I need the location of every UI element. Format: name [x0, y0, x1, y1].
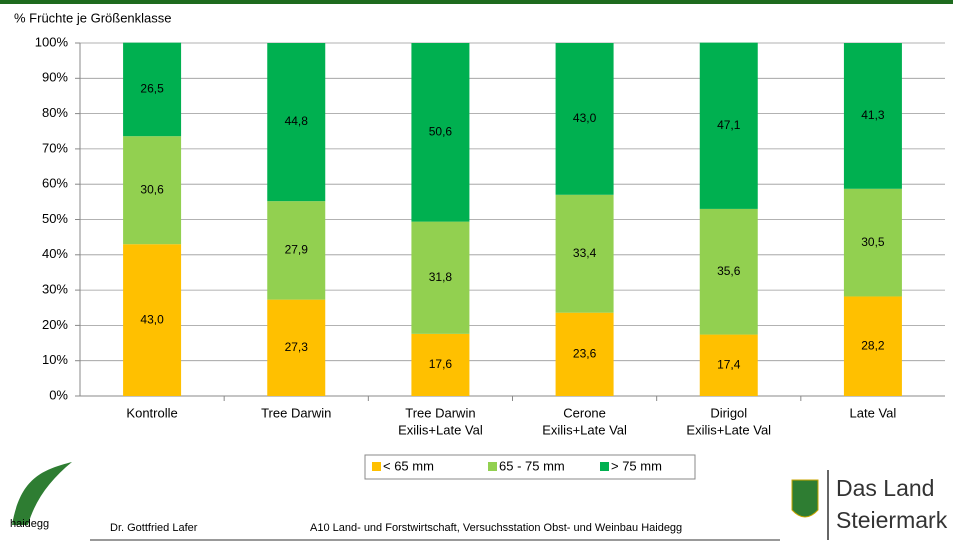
y-tick-label: 20% [42, 317, 68, 332]
x-tick-label: Tree Darwin [405, 405, 475, 420]
y-tick-label: 90% [42, 70, 68, 85]
logo-right-line: Steiermark [836, 507, 948, 533]
y-tick-label: 40% [42, 246, 68, 261]
data-label: 43,0 [573, 111, 597, 125]
logo-right-line: Das Land [836, 475, 934, 501]
bar-segment [843, 296, 902, 396]
legend-swatch [488, 462, 497, 471]
bar-segment [699, 334, 758, 396]
x-tick-label: Exilis+Late Val [686, 422, 771, 437]
bar-segment [555, 43, 614, 195]
legend-label: < 65 mm [383, 458, 434, 473]
y-axis-title: % Früchte je Größenklasse [14, 10, 172, 25]
x-tick-label: Late Val [850, 405, 897, 420]
legend-swatch [600, 462, 609, 471]
data-label: 50,6 [429, 124, 453, 138]
y-tick-label: 30% [42, 282, 68, 297]
x-tick-label: Tree Darwin [261, 405, 331, 420]
data-label: 41,3 [861, 108, 885, 122]
y-tick-label: 80% [42, 105, 68, 120]
x-tick-label: Exilis+Late Val [398, 422, 483, 437]
top-border [0, 0, 953, 4]
y-tick-label: 50% [42, 211, 68, 226]
x-tick-label: Kontrolle [126, 405, 177, 420]
data-label: 23,6 [573, 347, 597, 361]
bar-segment [123, 244, 182, 396]
bar-segment [123, 42, 182, 137]
y-tick-label: 0% [49, 387, 68, 402]
legend-box [364, 454, 696, 480]
bar-segment [699, 42, 758, 209]
author: Dr. Gottfried Lafer [110, 522, 198, 534]
bar-segment [411, 221, 470, 334]
bar-segment [411, 333, 470, 396]
data-label: 43,0 [140, 312, 164, 326]
data-label: 30,5 [861, 235, 885, 249]
data-label: 17,4 [717, 357, 741, 371]
data-label: 17,6 [429, 357, 453, 371]
x-tick-label: Exilis+Late Val [542, 422, 627, 437]
data-label: 27,9 [285, 243, 309, 257]
logo-left-text: haidegg [10, 518, 49, 530]
x-tick-label: Cerone [563, 405, 606, 420]
data-label: 28,2 [861, 338, 885, 352]
y-tick-label: 70% [42, 140, 68, 155]
bar-segment [267, 43, 326, 202]
legend-swatch [372, 462, 381, 471]
bar-segment [555, 312, 614, 396]
data-label: 44,8 [285, 114, 309, 128]
data-label: 27,3 [285, 340, 309, 354]
x-tick-label: Dirigol [710, 405, 747, 420]
data-label: 35,6 [717, 264, 741, 278]
bar-segment [843, 43, 902, 189]
bar-segment [267, 201, 326, 300]
bar-segment [123, 136, 182, 245]
y-tick-label: 60% [42, 176, 68, 191]
data-label: 47,1 [717, 118, 741, 132]
legend-label: 65 - 75 mm [499, 458, 565, 473]
institution: A10 Land- und Forstwirtschaft, Versuchss… [310, 522, 682, 534]
logo-left-mark [12, 462, 72, 525]
logo-right-crest [791, 479, 819, 518]
bar-segment [411, 43, 470, 222]
data-label: 31,8 [429, 270, 453, 284]
data-label: 33,4 [573, 246, 597, 260]
bar-segment [843, 188, 902, 297]
bar-segment [267, 299, 326, 396]
data-label: 26,5 [140, 82, 164, 96]
y-tick-label: 10% [42, 352, 68, 367]
legend-label: > 75 mm [611, 458, 662, 473]
y-tick-label: 100% [35, 34, 69, 49]
bar-segment [699, 208, 758, 335]
bar-segment [555, 194, 614, 313]
data-label: 30,6 [140, 182, 164, 196]
